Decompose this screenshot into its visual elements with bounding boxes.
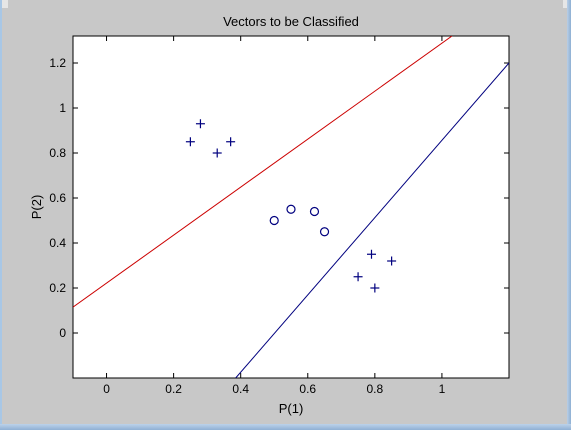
window-corner — [0, 0, 8, 8]
x-tick-label: 0.4 — [232, 382, 249, 396]
plus-marker — [226, 137, 236, 147]
plot-area — [72, 35, 510, 379]
plus-marker — [370, 283, 380, 293]
window-border — [0, 0, 2, 430]
y-tick-label: 1.2 — [49, 56, 66, 70]
x-tick-label: 0.2 — [165, 382, 182, 396]
plus-marker — [353, 272, 363, 282]
circle-marker — [286, 204, 296, 214]
x-tick-label: 0.8 — [367, 382, 384, 396]
window-border — [0, 424, 571, 430]
circle-marker — [269, 215, 279, 226]
plus-marker — [212, 148, 222, 158]
circle-marker — [319, 227, 330, 237]
y-tick-label: 0.4 — [49, 236, 66, 250]
plus-marker — [366, 249, 376, 259]
y-tick-label: 1 — [59, 101, 66, 115]
y-tick-label: 0 — [59, 326, 66, 340]
x-tick-label: 0 — [103, 382, 110, 396]
y-tick-label: 0.8 — [49, 146, 66, 160]
plus-marker — [185, 137, 195, 147]
window-border — [567, 0, 571, 430]
red-decision-line — [73, 36, 453, 308]
y-tick-label: 0.2 — [49, 281, 66, 295]
y-tick-label: 0.6 — [49, 191, 66, 205]
circle-marker — [309, 206, 320, 217]
chart-title: Vectors to be Classified — [223, 14, 359, 29]
plus-marker — [195, 119, 205, 129]
x-tick-label: 0.6 — [299, 382, 316, 396]
plus-marker — [387, 256, 397, 266]
x-tick-label: 1 — [439, 382, 446, 396]
y-axis-label: P(2) — [29, 195, 44, 220]
blue-decision-line — [235, 62, 509, 378]
x-axis-label: P(1) — [279, 401, 304, 416]
